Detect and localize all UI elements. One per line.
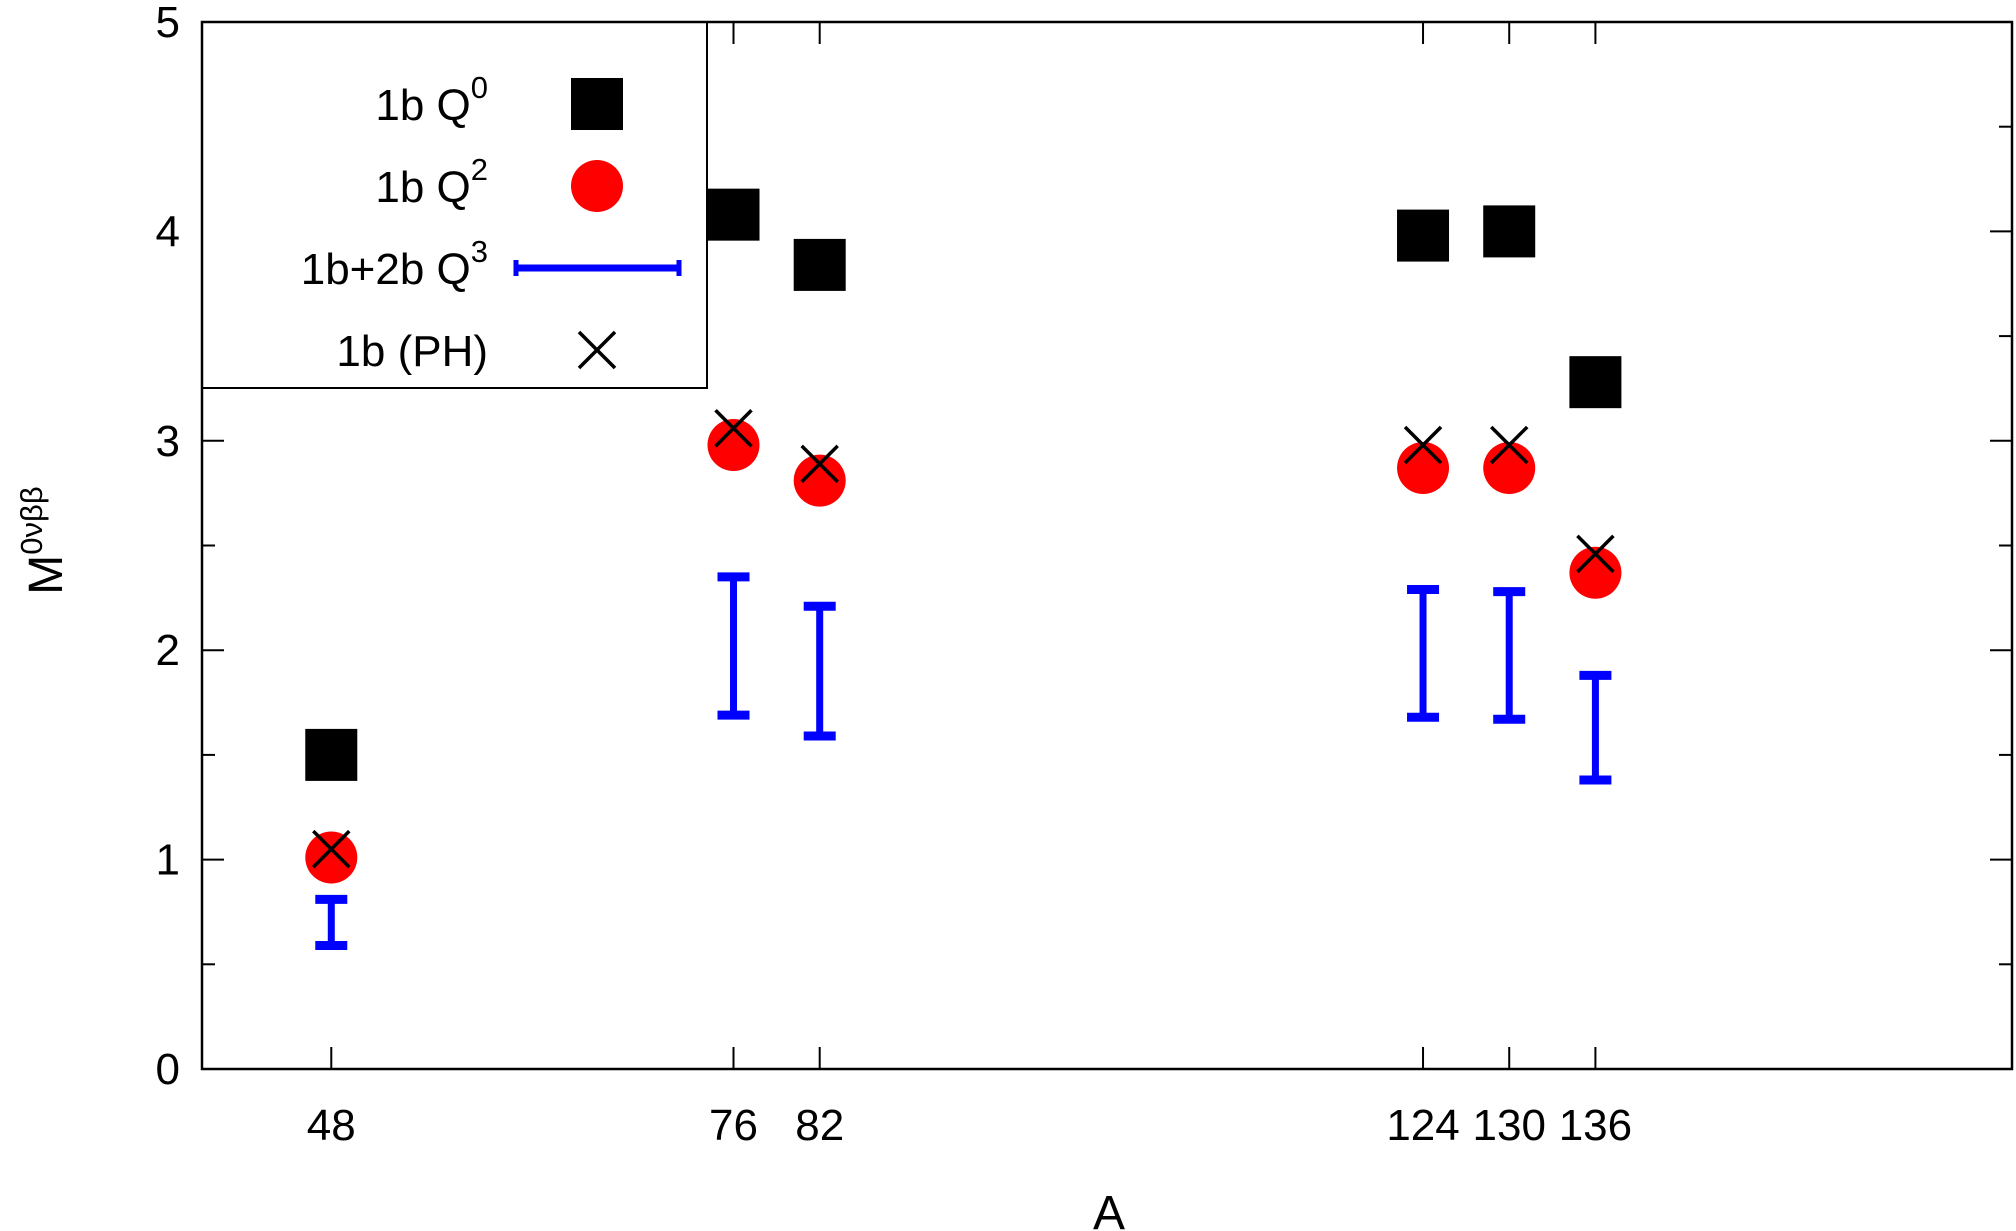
q2-point-circle [1483,442,1536,495]
x-tick-label: 82 [795,1101,844,1150]
plot-marks [305,188,1622,950]
axis-ticks: 0 1 2 3 4 5 48 76 82 124 130 136 [156,0,2012,1150]
x-tick-label: 136 [1559,1101,1632,1150]
legend-symbol-circle [571,160,623,212]
q0-point-square [1397,209,1450,262]
y-tick-label: 2 [156,626,180,675]
ph-point-cross-stroke [1403,425,1443,465]
q0-point-square [1569,356,1622,409]
y-axis-title-base: M [20,555,73,595]
y-tick-label: 3 [156,417,180,466]
range-bar [315,894,348,950]
ph-point-cross-stroke [312,829,351,869]
y-tick-label: 0 [156,1045,180,1094]
x-tick-label: 124 [1386,1101,1459,1150]
range-bar [1579,670,1612,785]
legend-label: 1b+2b Q3 [301,234,488,294]
range-bar [1493,587,1526,724]
ph-point-cross [312,829,351,869]
legend: 1b Q0 1b Q2 1b+2b Q3 1b (PH) [301,70,682,376]
ph-point-cross [1489,425,1529,465]
y-tick-label: 5 [156,0,180,47]
ph-point-cross-stroke [1489,425,1529,465]
q2-point-circle [1397,442,1450,495]
q0-point-square [1483,205,1536,258]
range-bar [1407,584,1440,722]
y-tick-label: 4 [156,207,180,256]
ph-point-cross [800,444,839,484]
x-tick-label: 48 [307,1101,356,1150]
x-tick-label: 76 [709,1101,758,1150]
ph-point-cross [714,408,753,448]
ph-point-cross [1576,534,1615,574]
q2-point-circle [793,454,846,507]
q2-point-circle [305,831,358,884]
ph-point-cross [1403,425,1443,465]
range-bar [717,572,750,720]
legend-symbol-cross [577,330,617,370]
q0-point-square [305,728,358,781]
legend-label: 1b Q0 [375,70,488,130]
y-axis-title-superscript: 0νββ [14,486,49,554]
legend-symbol-cross-stroke [577,330,617,370]
y-tick-label: 1 [156,836,180,885]
x-tick-label: 130 [1473,1101,1546,1150]
range-bar [803,601,836,741]
y-axis-title: M0νββ [14,486,73,594]
q2-point-circle [707,418,760,471]
plot-frame [200,20,2014,1071]
ph-point-cross-stroke [714,408,753,448]
q0-point-square [793,238,846,291]
ph-point-cross-stroke [1576,534,1615,574]
ph-point-cross-stroke [800,444,839,484]
legend-symbol-range [513,260,682,276]
legend-label: 1b Q2 [375,152,488,212]
q0-point-square [707,188,760,241]
q2-point-circle [1569,546,1622,599]
legend-symbol-square [571,78,623,130]
legend-label: 1b (PH) [336,327,488,376]
x-axis-title: A [1093,1187,1125,1231]
